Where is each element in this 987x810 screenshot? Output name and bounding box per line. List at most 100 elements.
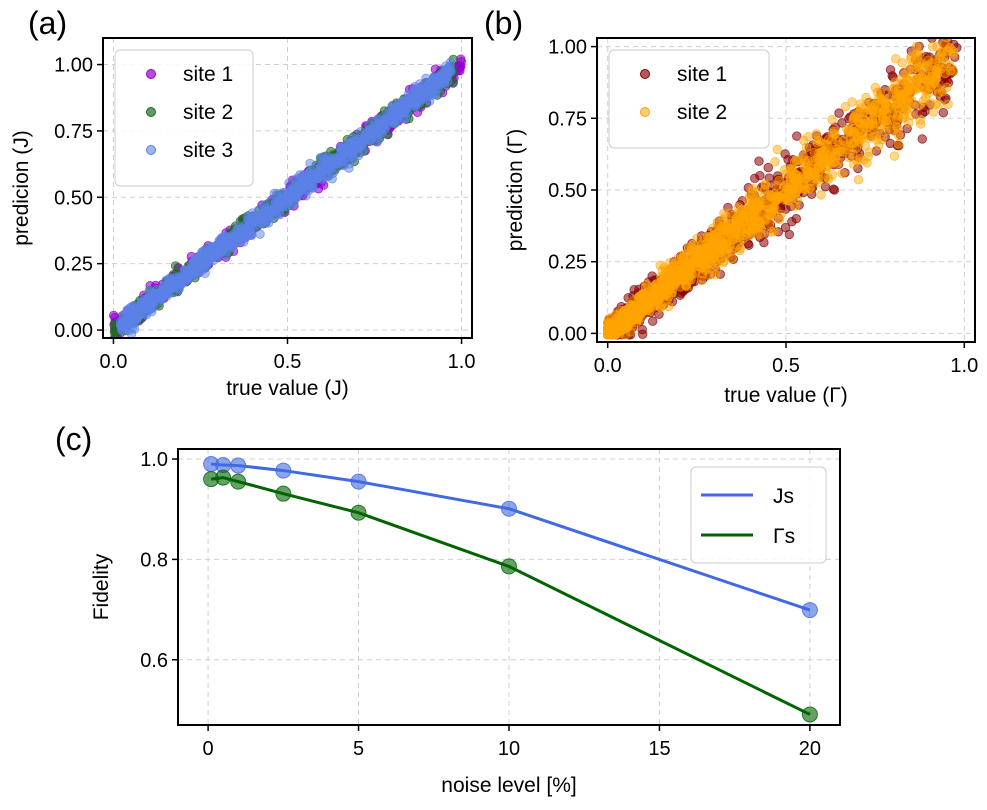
data-point [929,78,939,88]
data-point [718,257,729,268]
data-point [113,341,122,350]
data-point [715,247,725,258]
data-marker [501,558,517,575]
data-point [325,165,336,176]
plot-area [602,15,962,340]
panel-b: 0.0 0.5 1.0 0.00 0.25 0.50 0.75 1.00 true value … [484,5,978,407]
data-point [945,66,956,76]
data-point [754,156,764,166]
data-point [170,261,181,271]
data-point [901,74,912,85]
data-point [766,210,777,221]
data-point [759,237,769,248]
data-point [614,312,625,323]
legend-marker [640,107,650,117]
data-point [917,134,927,144]
data-point [786,186,797,197]
x-axis-label: true value (J) [226,377,349,400]
data-point [142,301,152,311]
data-point [943,45,953,56]
legend-label: site 2 [183,101,233,124]
data-point [770,157,780,167]
y-tick-label: 0.00 [548,323,587,345]
legend-box [690,466,827,564]
data-point [158,282,169,292]
data-point [940,15,949,24]
data-point [833,136,843,147]
data-point [948,66,959,76]
x-tick-label: 0.0 [594,355,622,377]
data-point [941,59,952,69]
data-point [829,126,839,136]
data-point [727,223,737,233]
data-point [870,82,881,93]
data-marker [230,457,247,474]
data-point [853,108,864,118]
panel-c: 0 5 10 15 20 0.6 0.8 1.0 noise level [%] Fidelity… [55,421,841,797]
data-point [760,180,771,190]
data-point [699,247,710,257]
data-point [917,74,928,84]
data-point [880,105,890,115]
plot-area [108,54,467,350]
data-point [918,18,927,27]
data-point [264,206,275,217]
data-point [748,207,759,217]
data-point [786,166,796,177]
data-point [911,63,921,73]
x-axis-label: noise level [%] [441,774,576,797]
data-point [625,307,635,317]
x-axis-label: true value (Γ) [724,384,848,407]
data-point [937,86,948,97]
data-point [792,131,802,141]
data-point [435,78,446,88]
data-point [678,252,688,263]
data-point [769,226,779,237]
data-marker [350,473,367,490]
data-point [663,301,674,312]
y-tick-label: 0.6 [140,650,168,672]
legend-label: Js [773,485,794,508]
data-point [853,175,864,185]
series-site-2 [603,15,959,340]
data-point [837,118,847,128]
data-point [918,96,929,106]
data-point [371,120,382,130]
data-point [897,58,907,68]
data-point [675,290,685,300]
x-tick-label: 0.0 [100,351,128,373]
data-point [155,293,166,303]
data-point [803,165,813,175]
data-marker [275,485,292,502]
data-point [816,152,826,162]
data-point [871,131,881,141]
data-point [885,65,896,75]
data-point [821,164,831,174]
panel-label: (b) [484,5,523,41]
data-point [755,170,765,181]
x-tick-label: 5 [353,738,364,760]
data-point [823,172,833,183]
data-point [711,265,721,275]
y-tick-label: 0.25 [54,254,93,276]
data-point [763,162,773,173]
y-tick-label: 0.8 [140,549,168,571]
data-marker [801,602,818,619]
data-point [305,166,316,176]
data-point [753,195,763,205]
data-point [929,54,940,64]
data-point [645,303,656,313]
data-point [299,174,309,184]
data-point [889,151,900,161]
data-point [772,195,782,205]
data-point [252,211,263,221]
data-point [872,135,882,145]
y-axis-label: predicion (J) [10,130,33,246]
data-point [665,257,675,268]
data-point [396,101,407,112]
legend-marker [640,69,650,79]
data-point [938,29,947,38]
data-point [893,139,904,149]
panel-label: (c) [55,421,92,457]
